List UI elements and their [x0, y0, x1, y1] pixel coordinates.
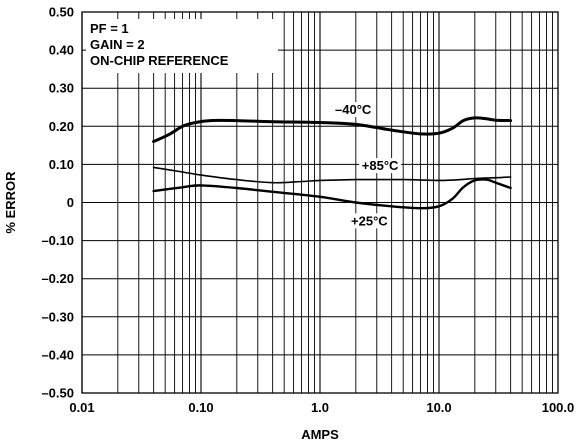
series-lines: –40°C +85°C +25°C — [152, 102, 513, 229]
series-line-0 — [152, 116, 513, 143]
series-line-1 — [152, 166, 512, 184]
series-label-1: +85°C — [362, 158, 399, 173]
y-axis-label: % ERROR — [3, 171, 18, 234]
x-axis-label: AMPS — [301, 427, 339, 442]
y-tick-label: 0.50 — [49, 5, 74, 20]
x-tick-label: 0.10 — [188, 400, 213, 415]
y-tick-label: –0.50 — [41, 386, 74, 401]
x-tick-label: 10.0 — [426, 400, 451, 415]
y-tick-label: 0 — [67, 195, 74, 210]
y-tick-label: 0.30 — [49, 81, 74, 96]
series-label-background — [332, 102, 375, 118]
y-tick-label: –0.30 — [41, 309, 74, 324]
x-tick-label: 0.01 — [69, 400, 94, 415]
annotation-gain: GAIN = 2 — [90, 37, 145, 52]
series-line-2 — [152, 178, 512, 210]
y-tick-label: –0.40 — [41, 347, 74, 362]
y-tick-labels: 0.50 0.40 0.30 0.20 0.10 0 –0.10 –0.20 –0.30 –0.4… — [41, 5, 74, 401]
annotation-background — [86, 19, 278, 73]
series-label-background — [348, 213, 391, 229]
y-tick-label: 0.20 — [49, 119, 74, 134]
x-tick-label: 100.0 — [542, 400, 575, 415]
x-tick-labels: 0.01 0.10 1.0 10.0 100.0 — [69, 400, 574, 415]
x-tick-label: 1.0 — [311, 400, 329, 415]
plot-frame — [81, 11, 559, 394]
series-label-0: –40°C — [335, 102, 372, 117]
series-label-2: +25°C — [351, 213, 388, 228]
y-tick-label: 0.10 — [49, 157, 74, 172]
y-tick-label: –0.20 — [41, 271, 74, 286]
y-tick-label: –0.10 — [41, 233, 74, 248]
annotation-pf: PF = 1 — [90, 21, 129, 36]
y-tick-label: 0.40 — [49, 43, 74, 58]
annotation-reference: ON-CHIP REFERENCE — [90, 53, 229, 68]
annotation-box: PF = 1 GAIN = 2 ON-CHIP REFERENCE — [86, 19, 278, 73]
series-label-background — [359, 158, 402, 174]
